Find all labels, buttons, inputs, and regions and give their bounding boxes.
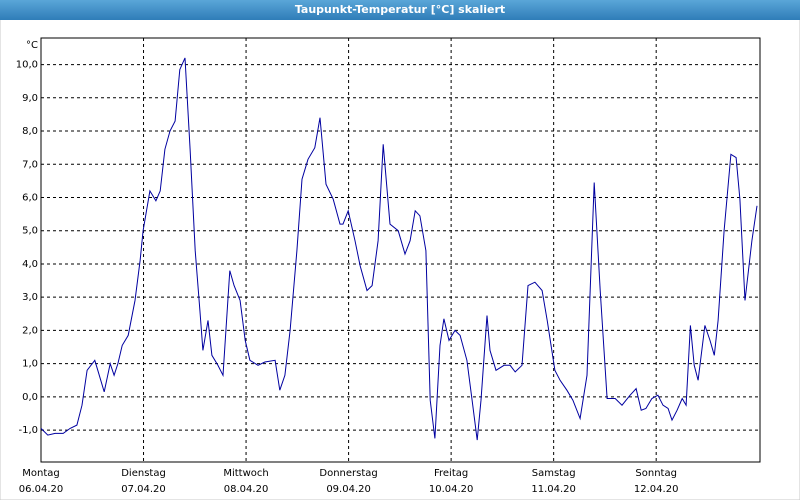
x-tick-date: 10.04.20 [429, 484, 474, 495]
y-tick-label: 9,0 [22, 93, 38, 104]
plot-border [40, 37, 761, 463]
chart-title: Taupunkt-Temperatur [°C] skaliert [295, 3, 505, 16]
x-tick-date: 06.04.20 [19, 484, 64, 495]
x-tick-date: 09.04.20 [326, 484, 371, 495]
x-tick-label: Mittwoch [223, 468, 268, 479]
x-tick-label: Freitag [434, 468, 468, 479]
data-line [40, 57, 758, 441]
x-tick-date: 07.04.20 [121, 484, 166, 495]
y-tick-label: 7,0 [22, 159, 38, 170]
y-tick-label: 1,0 [22, 359, 38, 370]
x-tick-label: Montag [22, 468, 59, 479]
y-tick-label: 2,0 [22, 325, 38, 336]
y-tick-label: 3,0 [22, 292, 38, 303]
y-tick-label: 10,0 [16, 60, 38, 71]
x-tick-label: Dienstag [121, 468, 166, 479]
y-tick-label: 8,0 [22, 126, 38, 137]
x-tick-date: 12.04.20 [634, 484, 679, 495]
y-tick-label: 4,0 [22, 259, 38, 270]
x-tick-date: 08.04.20 [224, 484, 269, 495]
y-tick-label: 6,0 [22, 192, 38, 203]
y-tick-label: 0,0 [22, 392, 38, 403]
x-tick-date: 11.04.20 [531, 484, 576, 495]
x-tick-label: Donnerstag [319, 468, 377, 479]
title-bar [0, 0, 800, 20]
x-tick-label: Sonntag [635, 468, 677, 479]
y-tick-label: 5,0 [22, 226, 38, 237]
y-unit: °C [26, 40, 38, 51]
y-tick-label: -1,0 [18, 425, 38, 436]
x-tick-label: Samstag [532, 468, 576, 479]
